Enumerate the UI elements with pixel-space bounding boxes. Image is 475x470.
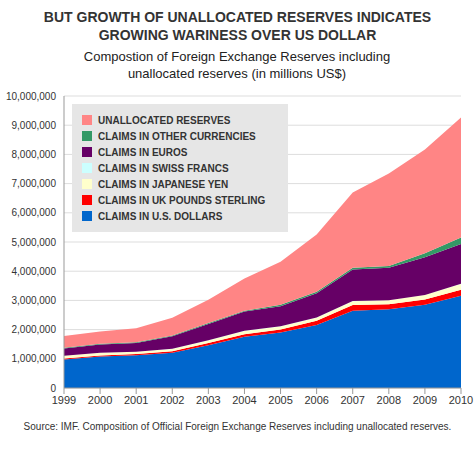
svg-text:6,000,000: 6,000,000: [12, 207, 57, 218]
html-text:CLAIMS IN SWISS FRANCS: CLAIMS IN SWISS FRANCS: [98, 162, 229, 174]
svg-text:2,000,000: 2,000,000: [12, 324, 57, 335]
svg-text:5,000,000: 5,000,000: [12, 237, 57, 248]
svg-text:2010: 2010: [449, 394, 467, 406]
svg-text:2006: 2006: [304, 394, 328, 406]
svg-text:2009: 2009: [413, 394, 437, 406]
html-text:CLAIMS IN JAPANESE YEN: CLAIMS IN JAPANESE YEN: [98, 178, 229, 190]
svg-text:3,000,000: 3,000,000: [12, 295, 57, 306]
svg-text:2003: 2003: [196, 394, 220, 406]
svg-text:2002: 2002: [160, 394, 184, 406]
html-text:CLAIMS IN OTHER CURRENCIES: CLAIMS IN OTHER CURRENCIES: [98, 130, 256, 142]
svg-text:1999: 1999: [52, 394, 76, 406]
svg-text:4,000,000: 4,000,000: [12, 266, 57, 277]
svg-text:2000: 2000: [88, 394, 112, 406]
html-text:CLAIMS IN EUROS: CLAIMS IN EUROS: [98, 146, 188, 158]
svg-text:1,000,000: 1,000,000: [12, 353, 57, 364]
html-text:BUT GROWTH OF UNALLOCATED RESE: BUT GROWTH OF UNALLOCATED RESERVES INDIC…: [43, 9, 432, 43]
svg-text:8,000,000: 8,000,000: [12, 149, 57, 160]
html-text:Source: IMF. Composition of Of: Source: IMF. Composition of Official For…: [23, 421, 452, 432]
svg-text:2004: 2004: [232, 394, 256, 406]
svg-text:9,000,000: 9,000,000: [12, 120, 57, 131]
svg-text:10,000,000: 10,000,000: [8, 91, 56, 102]
svg-text:2005: 2005: [268, 394, 292, 406]
svg-text:2008: 2008: [377, 394, 401, 406]
html-text:CLAIMS IN UK POUNDS STERLING: CLAIMS IN UK POUNDS STERLING: [98, 194, 266, 206]
svg-text:7,000,000: 7,000,000: [12, 178, 57, 189]
svg-text:0: 0: [50, 383, 56, 394]
html-text:Compostion of Foreign Exchange: Compostion of Foreign Exchange Reserves …: [83, 49, 391, 81]
html-text:CLAIMS IN U.S. DOLLARS: CLAIMS IN U.S. DOLLARS: [98, 210, 223, 222]
svg-text:2001: 2001: [124, 394, 148, 406]
svg-text:2007: 2007: [340, 394, 364, 406]
html-text:UNALLOCATED RESERVES: UNALLOCATED RESERVES: [98, 114, 231, 126]
